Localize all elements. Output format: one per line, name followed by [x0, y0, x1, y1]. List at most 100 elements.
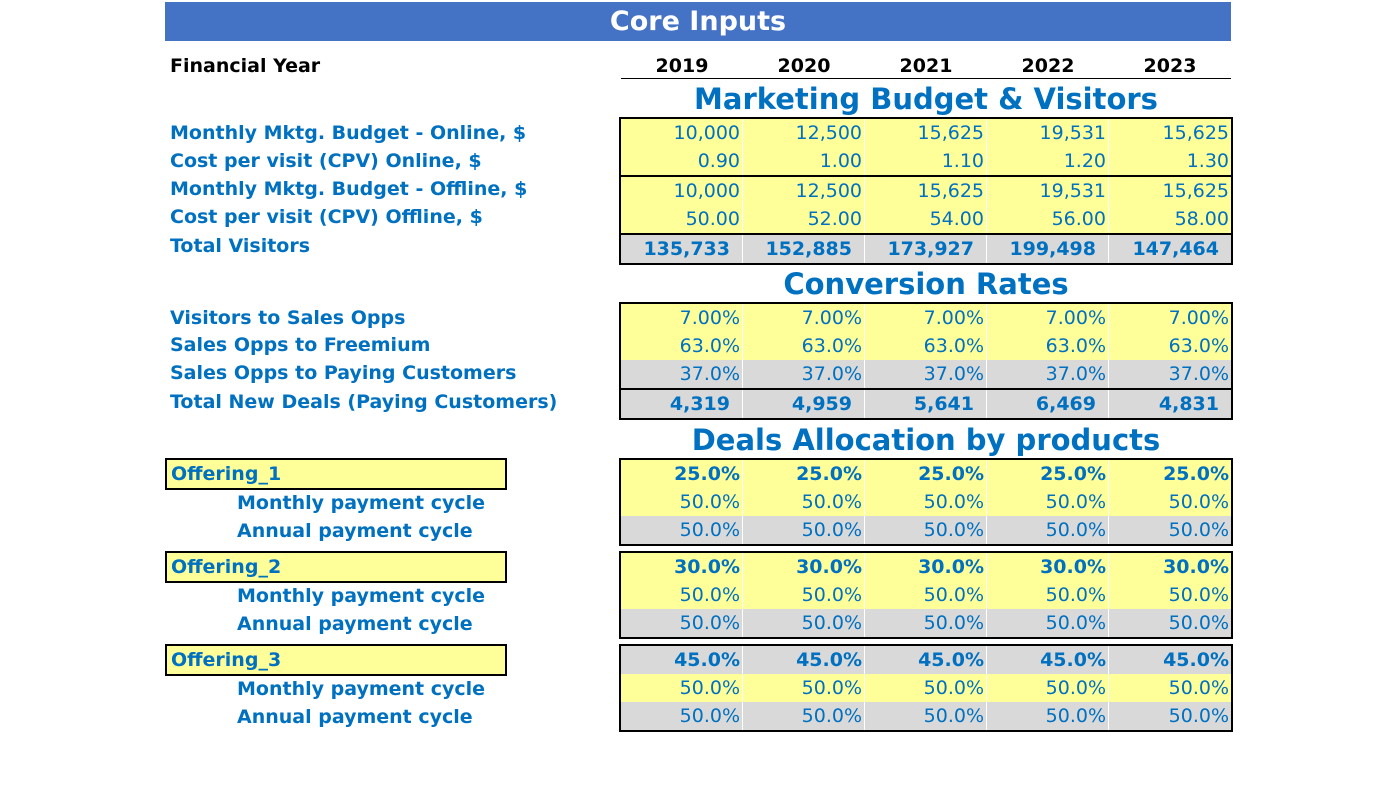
offering-1-annual-label: Annual payment cycle — [237, 520, 473, 542]
calc-cell: 50.0% — [987, 609, 1109, 637]
calc-cell: 45.0% — [621, 646, 743, 674]
table-row: 37.0% 37.0% 37.0% 37.0% 37.0% — [621, 360, 1231, 388]
input-cell[interactable]: 25.0% — [865, 460, 987, 488]
calc-cell: 45.0% — [743, 646, 865, 674]
calc-cell: 37.0% — [621, 360, 743, 388]
row-label-opps-to-freemium: Sales Opps to Freemium — [170, 334, 431, 356]
input-cell[interactable]: 50.0% — [743, 488, 865, 516]
input-cell[interactable]: 25.0% — [743, 460, 865, 488]
calc-cell: 50.0% — [743, 702, 865, 730]
input-cell[interactable]: 7.00% — [987, 304, 1109, 332]
input-cell[interactable]: 25.0% — [621, 460, 743, 488]
offering-2-annual-label: Annual payment cycle — [237, 613, 473, 635]
row-label-offline-cpv: Cost per visit (CPV) Offline, $ — [170, 206, 483, 228]
calc-cell: 50.0% — [1109, 516, 1231, 544]
calc-cell: 37.0% — [743, 360, 865, 388]
offering-3-table: 45.0% 45.0% 45.0% 45.0% 45.0% 50.0% 50.0… — [619, 644, 1233, 732]
input-cell[interactable]: 50.0% — [743, 581, 865, 609]
table-row: 50.0% 50.0% 50.0% 50.0% 50.0% — [621, 674, 1231, 702]
row-label-visitors-to-opps: Visitors to Sales Opps — [170, 307, 406, 329]
input-cell[interactable]: 7.00% — [865, 304, 987, 332]
input-cell[interactable]: 50.0% — [621, 488, 743, 516]
input-cell[interactable]: 58.00 — [1109, 205, 1231, 233]
input-cell[interactable]: 1.30 — [1109, 147, 1231, 175]
input-cell[interactable]: 50.00 — [621, 205, 743, 233]
input-cell[interactable]: 50.0% — [1109, 674, 1231, 702]
input-cell[interactable]: 30.0% — [1109, 553, 1231, 581]
calc-cell: 37.0% — [987, 360, 1109, 388]
input-cell[interactable]: 50.0% — [987, 488, 1109, 516]
input-cell[interactable]: 50.0% — [1109, 488, 1231, 516]
input-cell[interactable]: 15,625 — [865, 119, 987, 147]
input-cell[interactable]: 50.0% — [865, 674, 987, 702]
marketing-table: 10,000 12,500 15,625 19,531 15,625 0.90 … — [619, 117, 1233, 265]
input-cell[interactable]: 19,531 — [987, 119, 1109, 147]
input-cell[interactable]: 15,625 — [1109, 119, 1231, 147]
input-cell[interactable]: 25.0% — [1109, 460, 1231, 488]
input-cell[interactable]: 15,625 — [1109, 177, 1231, 205]
row-label-total-new-deals: Total New Deals (Paying Customers) — [170, 391, 558, 413]
input-cell[interactable]: 30.0% — [743, 553, 865, 581]
input-cell[interactable]: 50.0% — [743, 674, 865, 702]
financial-year-label: Financial Year — [170, 55, 321, 77]
input-cell[interactable]: 63.0% — [621, 332, 743, 360]
calc-cell: 37.0% — [865, 360, 987, 388]
input-cell[interactable]: 0.90 — [621, 147, 743, 175]
offering-2-label: Offering_2 — [165, 551, 507, 583]
input-cell[interactable]: 19,531 — [987, 177, 1109, 205]
input-cell[interactable]: 52.00 — [743, 205, 865, 233]
input-cell[interactable]: 30.0% — [987, 553, 1109, 581]
total-cell: 173,927 — [865, 235, 987, 263]
year-header-cell: 2023 — [1143, 55, 1197, 77]
input-cell[interactable]: 50.0% — [987, 581, 1109, 609]
allocation-section-title: Deals Allocation by products — [691, 423, 1161, 457]
table-row: 63.0% 63.0% 63.0% 63.0% 63.0% — [621, 332, 1231, 360]
calc-cell: 50.0% — [621, 702, 743, 730]
input-cell[interactable]: 63.0% — [865, 332, 987, 360]
input-cell[interactable]: 7.00% — [621, 304, 743, 332]
calc-cell: 45.0% — [987, 646, 1109, 674]
input-cell[interactable]: 50.0% — [1109, 581, 1231, 609]
conversion-section-title: Conversion Rates — [783, 267, 1069, 301]
input-cell[interactable]: 56.00 — [987, 205, 1109, 233]
input-cell[interactable]: 50.0% — [987, 674, 1109, 702]
table-row: 50.0% 50.0% 50.0% 50.0% 50.0% — [621, 516, 1231, 544]
input-cell[interactable]: 15,625 — [865, 177, 987, 205]
input-cell[interactable]: 7.00% — [743, 304, 865, 332]
row-label-online-budget: Monthly Mktg. Budget - Online, $ — [170, 122, 527, 144]
calc-cell: 50.0% — [865, 516, 987, 544]
input-cell[interactable]: 63.0% — [1109, 332, 1231, 360]
calc-cell: 50.0% — [865, 609, 987, 637]
input-cell[interactable]: 1.10 — [865, 147, 987, 175]
input-cell[interactable]: 30.0% — [621, 553, 743, 581]
calc-cell: 50.0% — [1109, 609, 1231, 637]
row-label-opps-to-paying: Sales Opps to Paying Customers — [170, 362, 517, 384]
input-cell[interactable]: 54.00 — [865, 205, 987, 233]
offering-3-label: Offering_3 — [165, 644, 507, 676]
table-row: 7.00% 7.00% 7.00% 7.00% 7.00% — [621, 304, 1231, 332]
table-row: 50.0% 50.0% 50.0% 50.0% 50.0% — [621, 702, 1231, 730]
input-cell[interactable]: 7.00% — [1109, 304, 1231, 332]
year-header-cell: 2021 — [899, 55, 953, 77]
table-row-total: 135,733 152,885 173,927 199,498 147,464 — [621, 233, 1231, 263]
input-cell[interactable]: 1.20 — [987, 147, 1109, 175]
offering-1-table: 25.0% 25.0% 25.0% 25.0% 25.0% 50.0% 50.0… — [619, 458, 1233, 546]
table-row: 30.0% 30.0% 30.0% 30.0% 30.0% — [621, 553, 1231, 581]
input-cell[interactable]: 50.0% — [621, 674, 743, 702]
input-cell[interactable]: 50.0% — [865, 488, 987, 516]
table-row: 50.00 52.00 54.00 56.00 58.00 — [621, 205, 1231, 233]
input-cell[interactable]: 10,000 — [621, 119, 743, 147]
input-cell[interactable]: 25.0% — [987, 460, 1109, 488]
input-cell[interactable]: 63.0% — [743, 332, 865, 360]
table-row-total: 4,319 4,959 5,641 6,469 4,831 — [621, 388, 1231, 418]
input-cell[interactable]: 30.0% — [865, 553, 987, 581]
calc-cell: 37.0% — [1109, 360, 1231, 388]
input-cell[interactable]: 12,500 — [743, 177, 865, 205]
input-cell[interactable]: 1.00 — [743, 147, 865, 175]
input-cell[interactable]: 50.0% — [621, 581, 743, 609]
table-row: 50.0% 50.0% 50.0% 50.0% 50.0% — [621, 609, 1231, 637]
input-cell[interactable]: 12,500 — [743, 119, 865, 147]
input-cell[interactable]: 50.0% — [865, 581, 987, 609]
input-cell[interactable]: 63.0% — [987, 332, 1109, 360]
input-cell[interactable]: 10,000 — [621, 177, 743, 205]
